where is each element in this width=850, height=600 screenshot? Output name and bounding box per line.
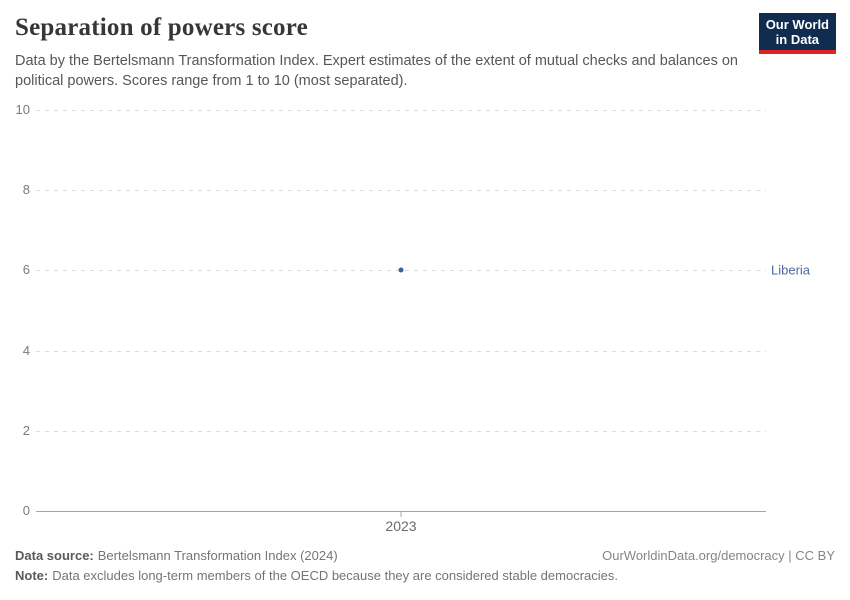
data-source-label: Data source: <box>15 548 94 563</box>
y-gridline <box>36 350 766 352</box>
chart-title: Separation of powers score <box>15 14 308 41</box>
footer-source-row: Data source: Bertelsmann Transformation I… <box>15 548 835 563</box>
entity-label[interactable]: Liberia <box>771 262 811 278</box>
y-axis-tick-label: 6 <box>22 262 30 278</box>
y-axis-tick-label: 0 <box>22 503 30 518</box>
footer-note-row: Note: Data excludes long-term members of … <box>15 568 618 583</box>
y-axis-tick-label: 4 <box>22 342 30 358</box>
owid-logo: Our World in Data <box>758 13 836 54</box>
data-source-value: Bertelsmann Transformation Index (2024) <box>97 548 338 563</box>
y-gridline <box>36 110 766 111</box>
y-axis-tick-label: 2 <box>22 422 30 438</box>
x-axis-tick-label: 2023 <box>385 518 417 534</box>
data-source-text: Data source: Bertelsmann Transformation I… <box>15 548 338 563</box>
chart-subtitle: Data by the Bertelsmann Transformation I… <box>15 53 738 89</box>
y-axis-tick-label: 8 <box>22 182 30 198</box>
note-label: Note: <box>15 568 49 583</box>
license-link[interactable]: OurWorldinData.org/democracy | CC BY <box>602 548 835 563</box>
owid-logo-line2: in Data <box>775 32 820 47</box>
data-point[interactable] <box>398 267 404 273</box>
x-axis-tick <box>400 512 402 517</box>
note-value: Data excludes long-term members of the O… <box>52 568 618 583</box>
chart-plot-area: 0 2 4 6 8 10 2023 Liberia <box>15 102 811 534</box>
owid-logo-line1: Our World <box>765 17 829 32</box>
y-axis-tick-label: 10 <box>15 102 30 117</box>
x-axis-line <box>36 511 766 512</box>
y-gridline <box>36 430 766 432</box>
y-gridline <box>36 190 766 192</box>
